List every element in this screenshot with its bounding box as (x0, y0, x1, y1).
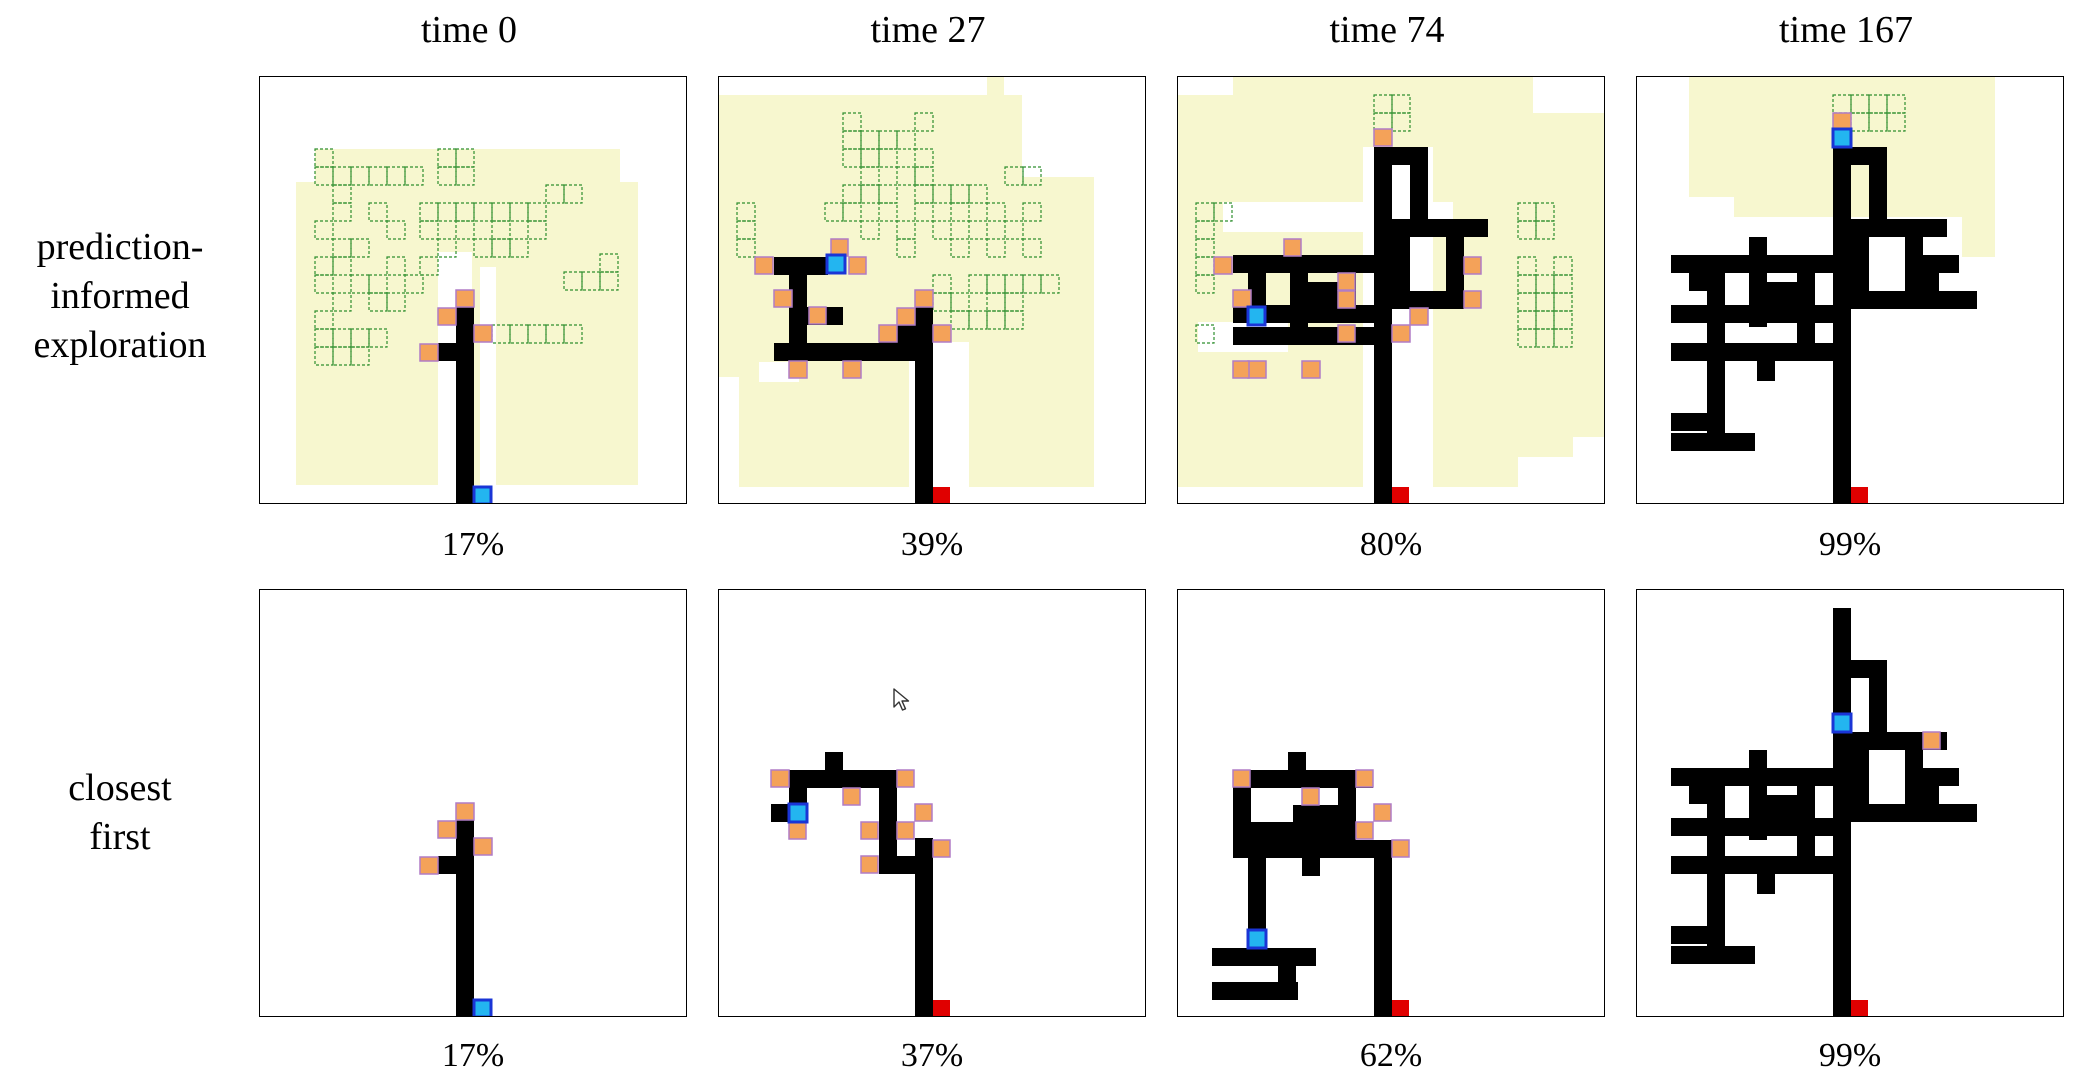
map-closest-time-27 (770, 752, 951, 1016)
coverage-prediction-time-27: 39% (900, 526, 964, 563)
coverage-prediction-time-74: 80% (1359, 526, 1423, 563)
coverage-closest-time-27: 37% (900, 1037, 964, 1074)
column-title-time-74: time 74 (1329, 9, 1445, 51)
panel-closest-time-167 (1636, 589, 2064, 1017)
column-title-time-167: time 167 (1778, 9, 1914, 51)
coverage-prediction-time-0: 17% (441, 526, 505, 563)
coverage-closest-time-74: 62% (1359, 1037, 1423, 1074)
panel-prediction-time-167 (1636, 76, 2064, 504)
map-closest-time-74 (1212, 752, 1410, 1016)
row-label-line: closest (68, 767, 172, 809)
panel-closest-time-74 (1177, 589, 1605, 1017)
map-prediction-time-167 (1671, 77, 1995, 503)
map-prediction-time-27 (719, 77, 1094, 503)
coverage-closest-time-0: 17% (441, 1037, 505, 1074)
panel-closest-time-0 (259, 589, 687, 1017)
panel-prediction-time-74 (1177, 76, 1605, 504)
row-label-line: informed (50, 275, 190, 317)
map-closest-time-0 (419, 802, 493, 1016)
mouse-pointer-icon (893, 688, 910, 711)
panel-closest-time-27 (718, 589, 1146, 1017)
start-marker-icon (933, 487, 950, 503)
panel-prediction-time-0 (259, 76, 687, 504)
frontier-cell-icon (419, 289, 493, 362)
row-label-line: first (89, 816, 151, 858)
row-label-prediction-informed: prediction- informed exploration (0, 223, 240, 370)
coverage-prediction-time-167: 99% (1818, 526, 1882, 563)
map-prediction-time-0 (278, 148, 638, 503)
row-label-closest-first: closest first (0, 764, 240, 862)
column-title-time-0: time 0 (420, 9, 518, 51)
column-title-time-27: time 27 (870, 9, 986, 51)
coverage-closest-time-167: 99% (1818, 1037, 1882, 1074)
row-label-line: exploration (33, 324, 207, 366)
robot-position-icon (472, 485, 493, 503)
map-prediction-time-74 (1178, 77, 1604, 503)
panel-prediction-time-27 (718, 76, 1146, 504)
row-label-line: prediction- (36, 226, 204, 268)
map-closest-time-167 (1671, 608, 1977, 1016)
